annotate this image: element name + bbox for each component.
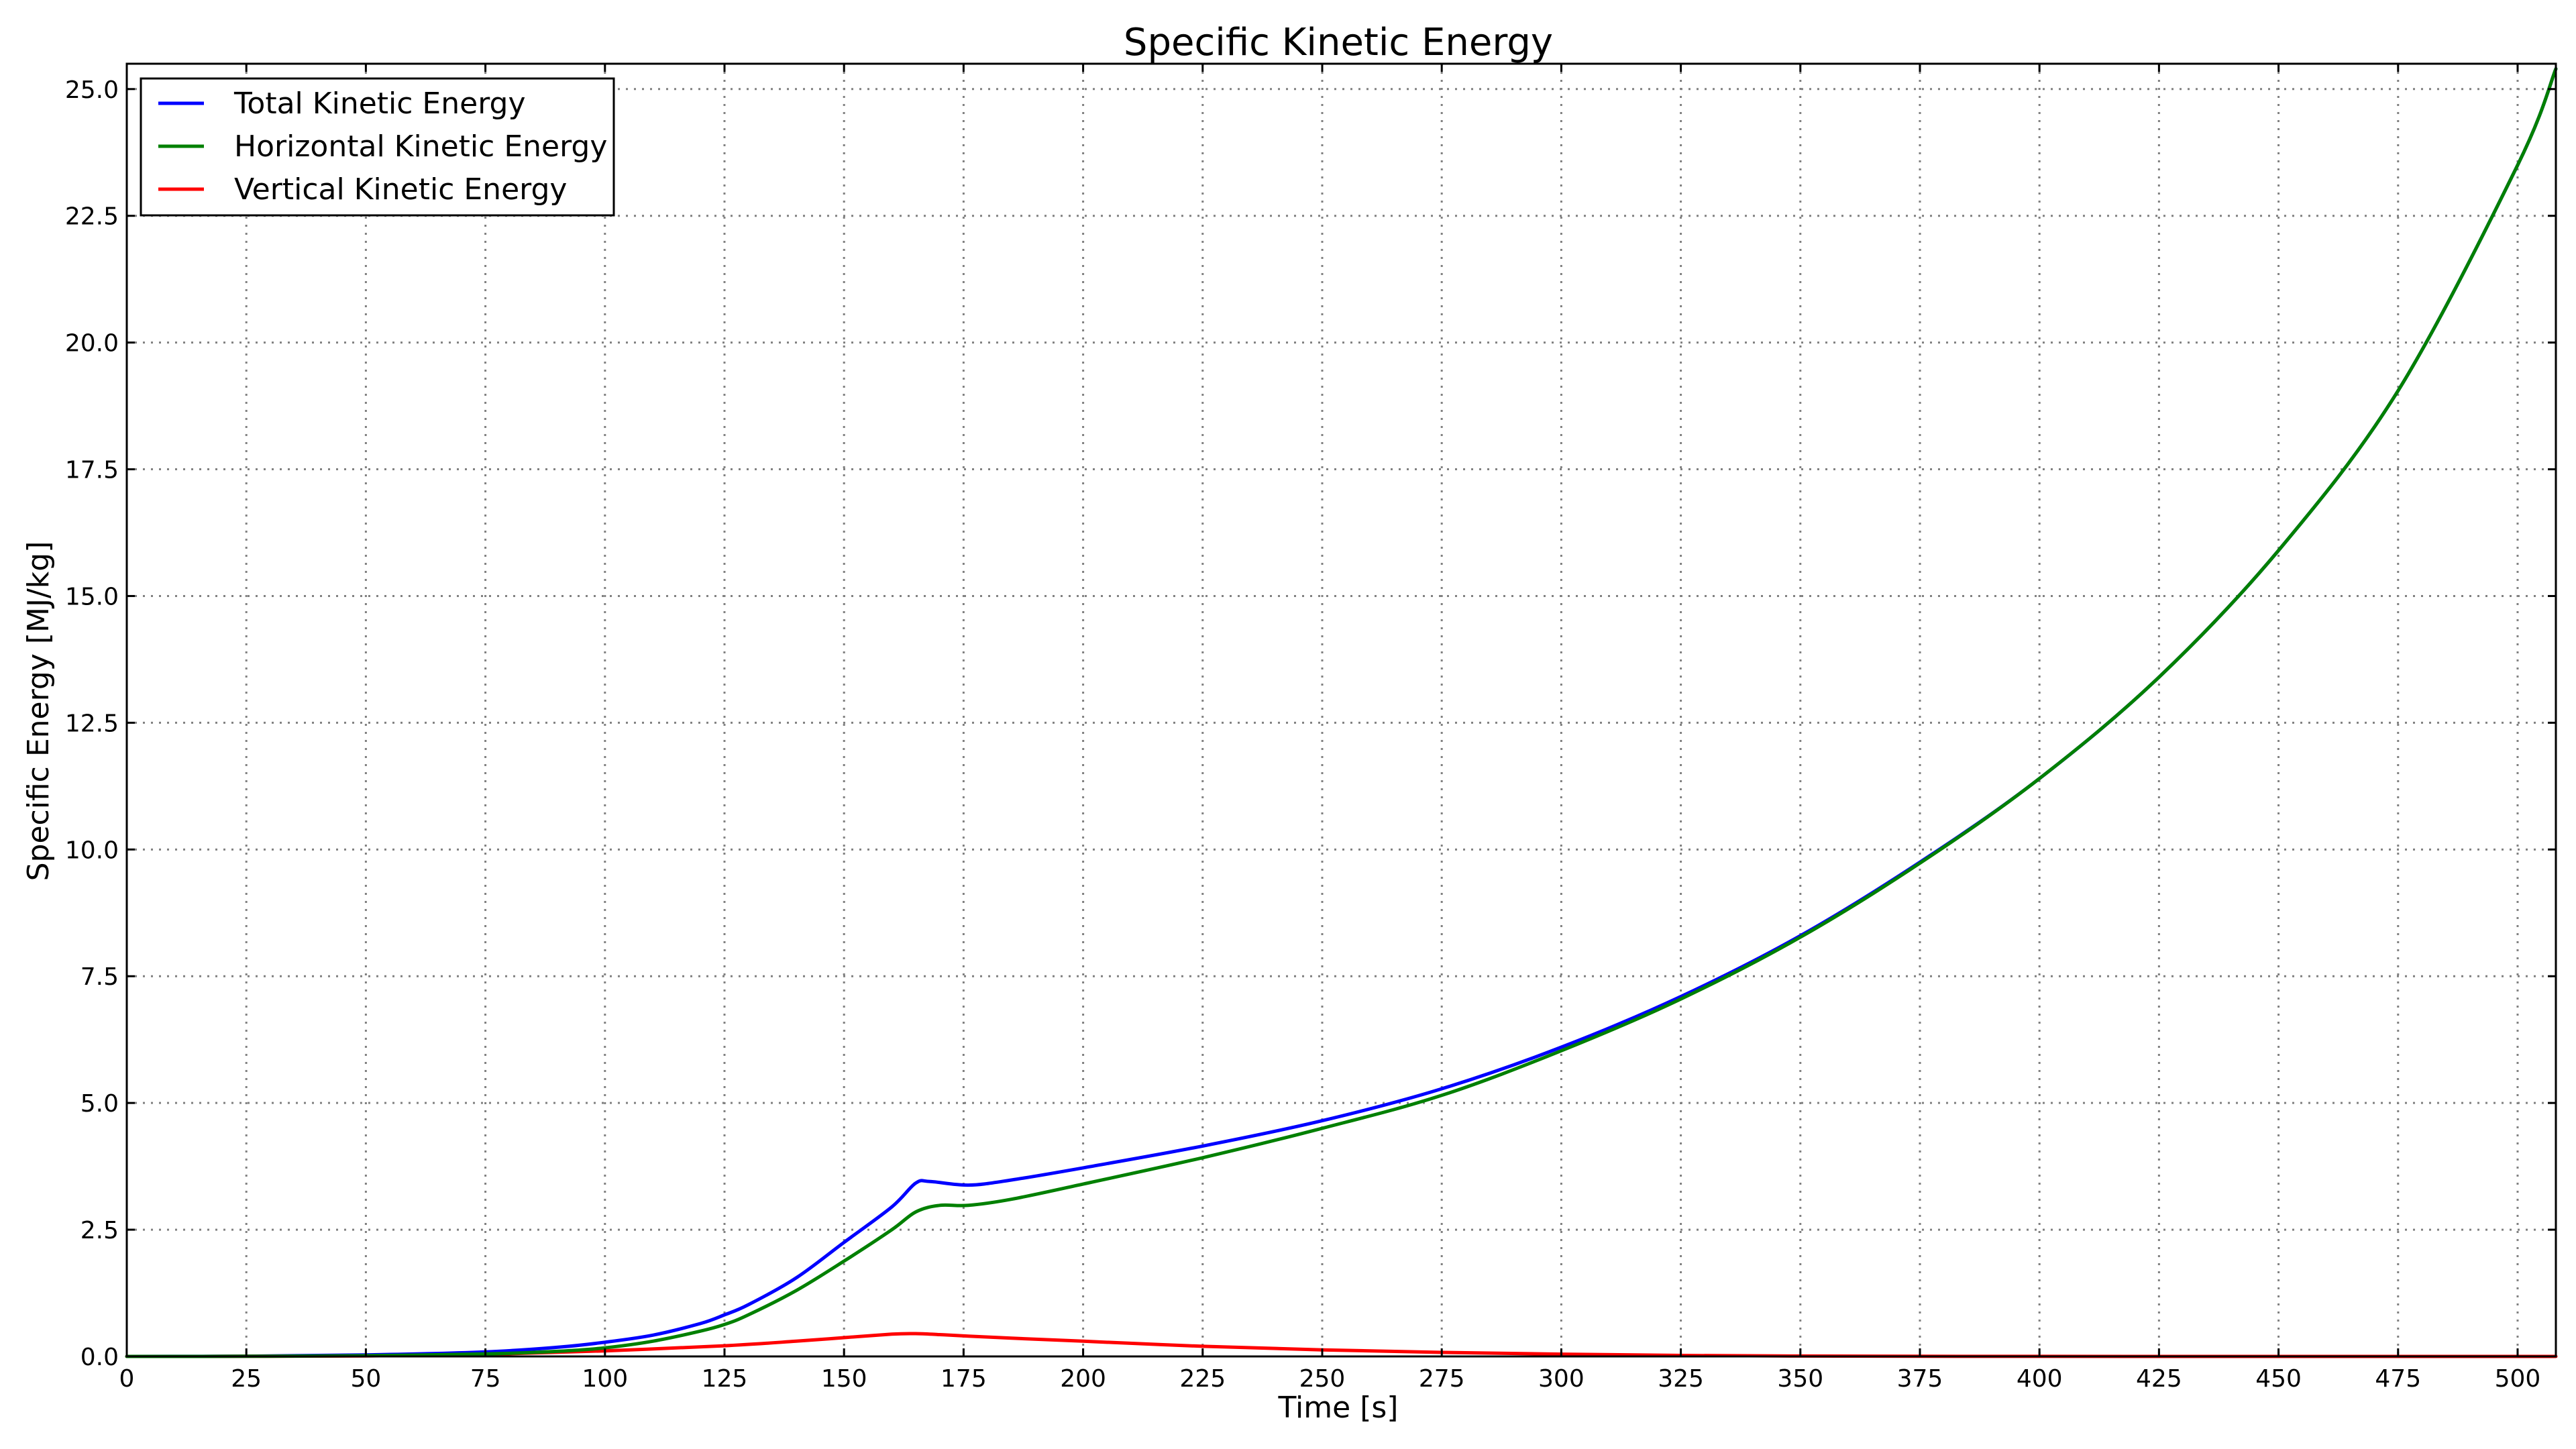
x-tick-label: 200 — [1060, 1365, 1106, 1393]
x-axis-label: Time [s] — [1278, 1391, 1399, 1425]
y-tick-label: 5.0 — [80, 1090, 119, 1118]
y-tick-label: 22.5 — [65, 203, 119, 231]
series-line-total — [125, 67, 2558, 1358]
axis-ticks: 0 25 50 75 100 125 150 175 200 225 250 275 300 325 350… — [65, 64, 2556, 1393]
legend-entry-vertical: Vertical Kinetic Energy — [158, 172, 567, 207]
x-tick-label: 325 — [1658, 1365, 1704, 1393]
x-tick-label: 225 — [1179, 1365, 1226, 1393]
x-tick-label: 475 — [2375, 1365, 2421, 1393]
x-tick-label: 250 — [1299, 1365, 1346, 1393]
y-tick-label: 0.0 — [80, 1344, 119, 1371]
y-tick-label: 25.0 — [65, 76, 119, 104]
x-tick-label: 150 — [821, 1365, 867, 1393]
y-tick-label: 7.5 — [80, 963, 119, 991]
y-tick-label: 15.0 — [65, 583, 119, 610]
y-tick-label: 12.5 — [65, 710, 119, 737]
x-tick-label: 500 — [2495, 1365, 2541, 1393]
y-tick-label: 2.5 — [80, 1217, 119, 1244]
chart-title: Specific Kinetic Energy — [1124, 21, 1553, 64]
legend-label: Horizontal Kinetic Energy — [234, 129, 607, 164]
x-tick-label: 450 — [2255, 1365, 2302, 1393]
legend-entry-horizontal: Horizontal Kinetic Energy — [158, 129, 607, 164]
x-tick-label: 50 — [350, 1365, 381, 1393]
plot-frame — [125, 62, 2557, 1358]
x-tick-label: 25 — [231, 1365, 262, 1393]
x-tick-label: 175 — [941, 1365, 987, 1393]
x-tick-label: 350 — [1777, 1365, 1823, 1393]
legend: Total Kinetic Energy Horizontal Kinetic E… — [140, 77, 615, 217]
series-line-horizontal — [125, 67, 2558, 1358]
x-tick-label: 100 — [582, 1365, 628, 1393]
x-tick-label: 0 — [119, 1365, 135, 1393]
y-tick-label: 20.0 — [65, 330, 119, 358]
x-tick-label: 300 — [1538, 1365, 1585, 1393]
legend-box — [140, 77, 615, 217]
y-axis-label: Specific Energy [MJ/kg] — [21, 541, 56, 881]
x-tick-label: 125 — [702, 1365, 748, 1393]
legend-entry-total: Total Kinetic Energy — [158, 87, 525, 121]
x-tick-label: 425 — [2136, 1365, 2182, 1393]
legend-label: Total Kinetic Energy — [233, 87, 525, 121]
plot-series — [125, 67, 2558, 1358]
legend-label: Vertical Kinetic Energy — [234, 172, 567, 207]
y-tick-label: 10.0 — [65, 837, 119, 864]
x-tick-label: 375 — [1897, 1365, 1943, 1393]
x-tick-label: 75 — [470, 1365, 501, 1393]
x-tick-label: 275 — [1419, 1365, 1465, 1393]
grid-lines — [125, 64, 2556, 1358]
x-tick-label: 400 — [2017, 1365, 2063, 1393]
y-tick-label: 17.5 — [65, 457, 119, 484]
